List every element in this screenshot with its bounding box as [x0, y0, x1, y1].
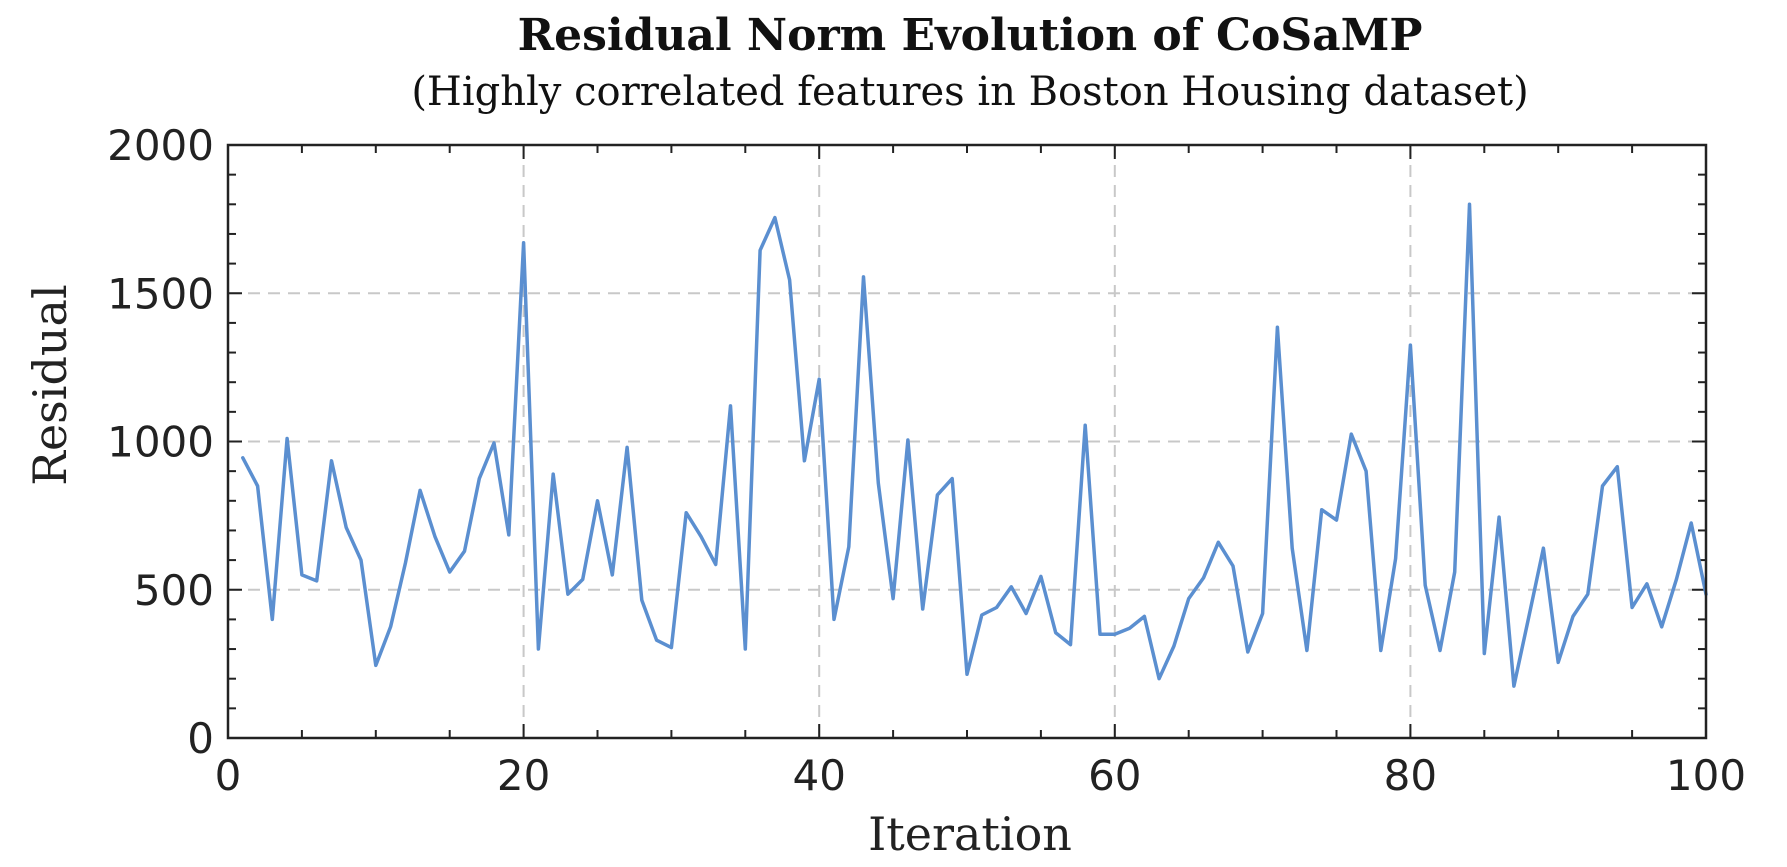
chart-title: Residual Norm Evolution of CoSaMP — [518, 10, 1423, 61]
chart-subtitle: (Highly correlated features in Boston Ho… — [411, 69, 1528, 115]
x-tick-label: 60 — [1088, 751, 1141, 800]
x-tick-label: 100 — [1666, 751, 1746, 800]
y-tick-label: 2000 — [107, 121, 214, 170]
y-tick-label: 0 — [187, 714, 214, 763]
y-axis-label: Residual — [23, 284, 77, 485]
y-tick-label: 1500 — [107, 269, 214, 318]
y-tick-label: 1000 — [107, 418, 214, 467]
x-tick-label: 0 — [215, 751, 242, 800]
tick-marks — [227, 144, 1707, 739]
x-axis-label: Iteration — [868, 807, 1072, 861]
series-line — [241, 202, 1708, 688]
data-series — [241, 202, 1708, 688]
plot-frame — [226, 143, 1708, 740]
x-tick-label: 20 — [497, 751, 550, 800]
x-tick-label: 40 — [792, 751, 845, 800]
y-tick-label: 500 — [134, 566, 214, 615]
x-tick-label: 80 — [1384, 751, 1437, 800]
